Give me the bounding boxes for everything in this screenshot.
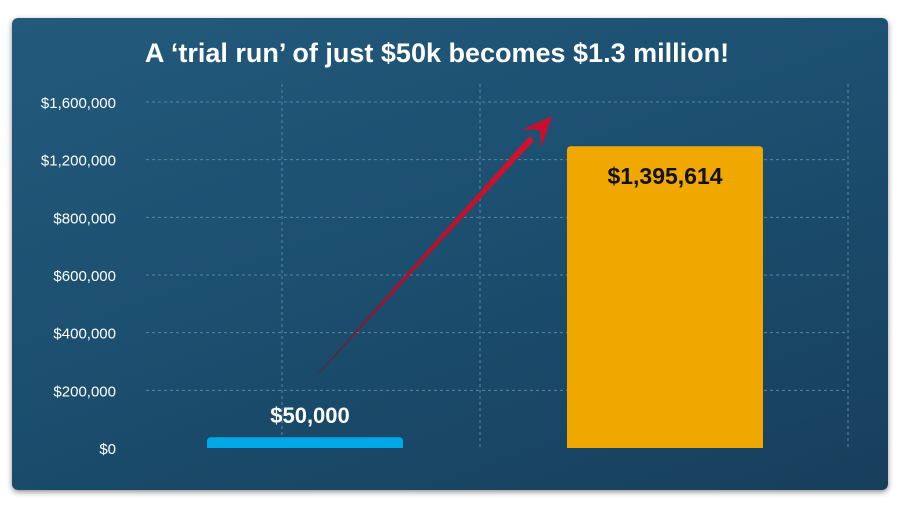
arrow-shaft: [316, 136, 535, 376]
y-tick-label: $600,000: [53, 268, 116, 285]
chart-panel: A ‘trial run’ of just $50k becomes $1.3 …: [12, 18, 888, 490]
bars: [207, 146, 763, 448]
bar-value-label: $1,395,614: [607, 163, 722, 189]
y-tick-label: $800,000: [53, 210, 116, 227]
y-tick-label: $200,000: [53, 383, 116, 400]
y-tick-label: $1,600,000: [41, 95, 116, 112]
bar-value-label: $50,000: [270, 403, 350, 428]
bar-chart: A ‘trial run’ of just $50k becomes $1.3 …: [41, 38, 849, 458]
grid-lines: [146, 84, 849, 448]
bar-value-labels: $50,000 $1,395,614: [270, 163, 723, 428]
y-axis-ticks: $0 $200,000 $400,000 $600,000 $800,000 $1,200…: [41, 95, 116, 458]
y-tick-label: $0: [99, 441, 116, 458]
growth-arrow: [316, 116, 552, 376]
bar-final-value: [567, 146, 763, 448]
y-tick-label: $400,000: [53, 326, 116, 343]
arrow-head: [522, 116, 552, 147]
y-tick-label: $1,200,000: [41, 153, 116, 170]
chart-title: A ‘trial run’ of just $50k becomes $1.3 …: [145, 38, 729, 68]
bar-initial-investment: [207, 437, 403, 448]
